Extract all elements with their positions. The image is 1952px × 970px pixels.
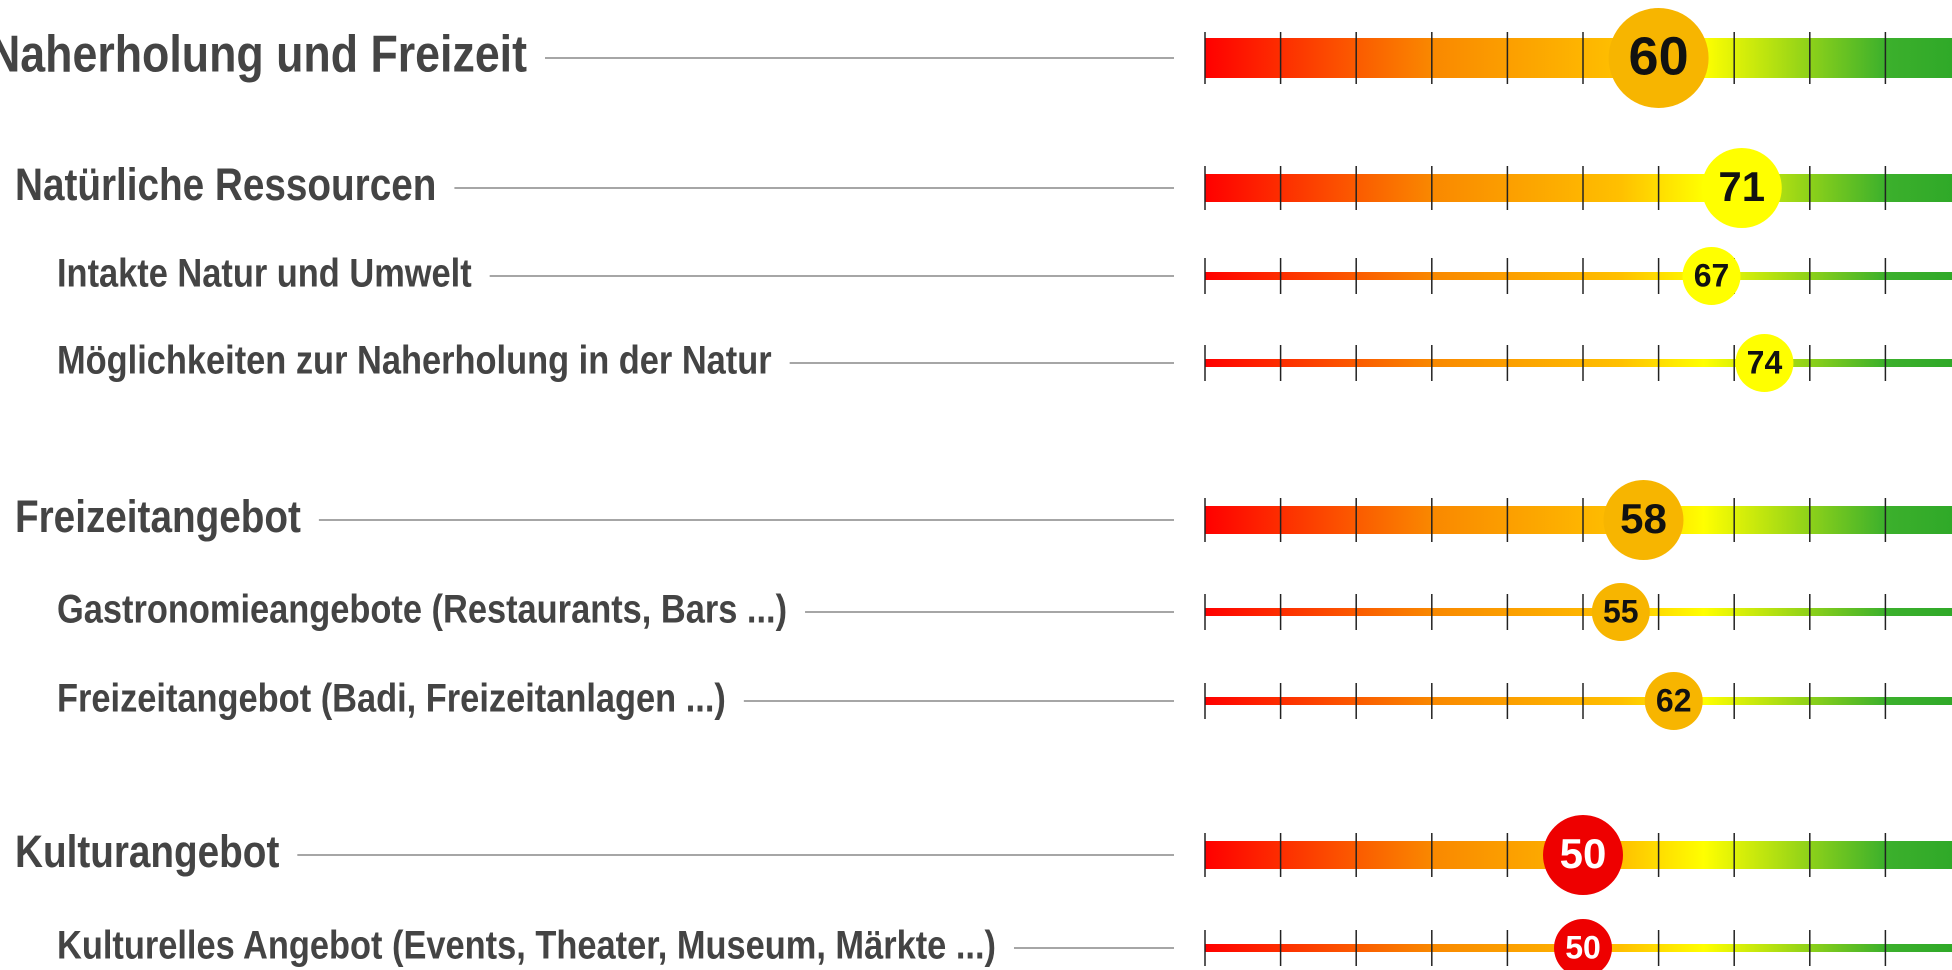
scale-bar: [1205, 608, 1952, 616]
score-marker: [1608, 8, 1709, 108]
score-label: 60: [1629, 26, 1689, 86]
row-label: Möglichkeiten zur Naherholung in der Nat…: [57, 337, 772, 382]
score-label: 62: [1656, 682, 1692, 718]
score-label: 50: [1565, 929, 1601, 965]
row-label: Natürliche Ressourcen: [15, 159, 436, 209]
row-label: Kulturangebot: [15, 826, 279, 876]
score-marker: [1682, 247, 1741, 305]
scale-bar: [1205, 174, 1952, 202]
score-label: 74: [1747, 344, 1783, 380]
score-label: 50: [1560, 830, 1607, 877]
row-label: Gastronomieangebote (Restaurants, Bars .…: [57, 586, 787, 631]
scale-bar: [1205, 359, 1952, 367]
row-label: Naherholung und Freizeit: [0, 26, 527, 84]
score-label: 58: [1620, 495, 1667, 542]
score-marker: [1591, 583, 1650, 641]
score-marker: [1644, 672, 1703, 730]
score-marker: [1701, 148, 1782, 228]
score-label: 67: [1694, 257, 1730, 293]
scale-bar: [1205, 38, 1952, 78]
scale-bar: [1205, 506, 1952, 534]
score-marker: [1543, 815, 1623, 895]
row-label: Kulturelles Angebot (Events, Theater, Mu…: [57, 922, 996, 967]
scale-bar: [1205, 697, 1952, 705]
row-label: Freizeitangebot (Badi, Freizeitanlagen .…: [57, 675, 726, 720]
scale-bar: [1205, 272, 1952, 280]
row-label: Freizeitangebot: [15, 491, 301, 541]
score-marker: [1554, 919, 1612, 970]
score-marker: [1603, 480, 1684, 560]
score-label: 71: [1718, 163, 1765, 210]
row-label: Intakte Natur und Umwelt: [57, 250, 472, 295]
score-marker: [1735, 334, 1794, 392]
score-label: 55: [1603, 593, 1639, 629]
